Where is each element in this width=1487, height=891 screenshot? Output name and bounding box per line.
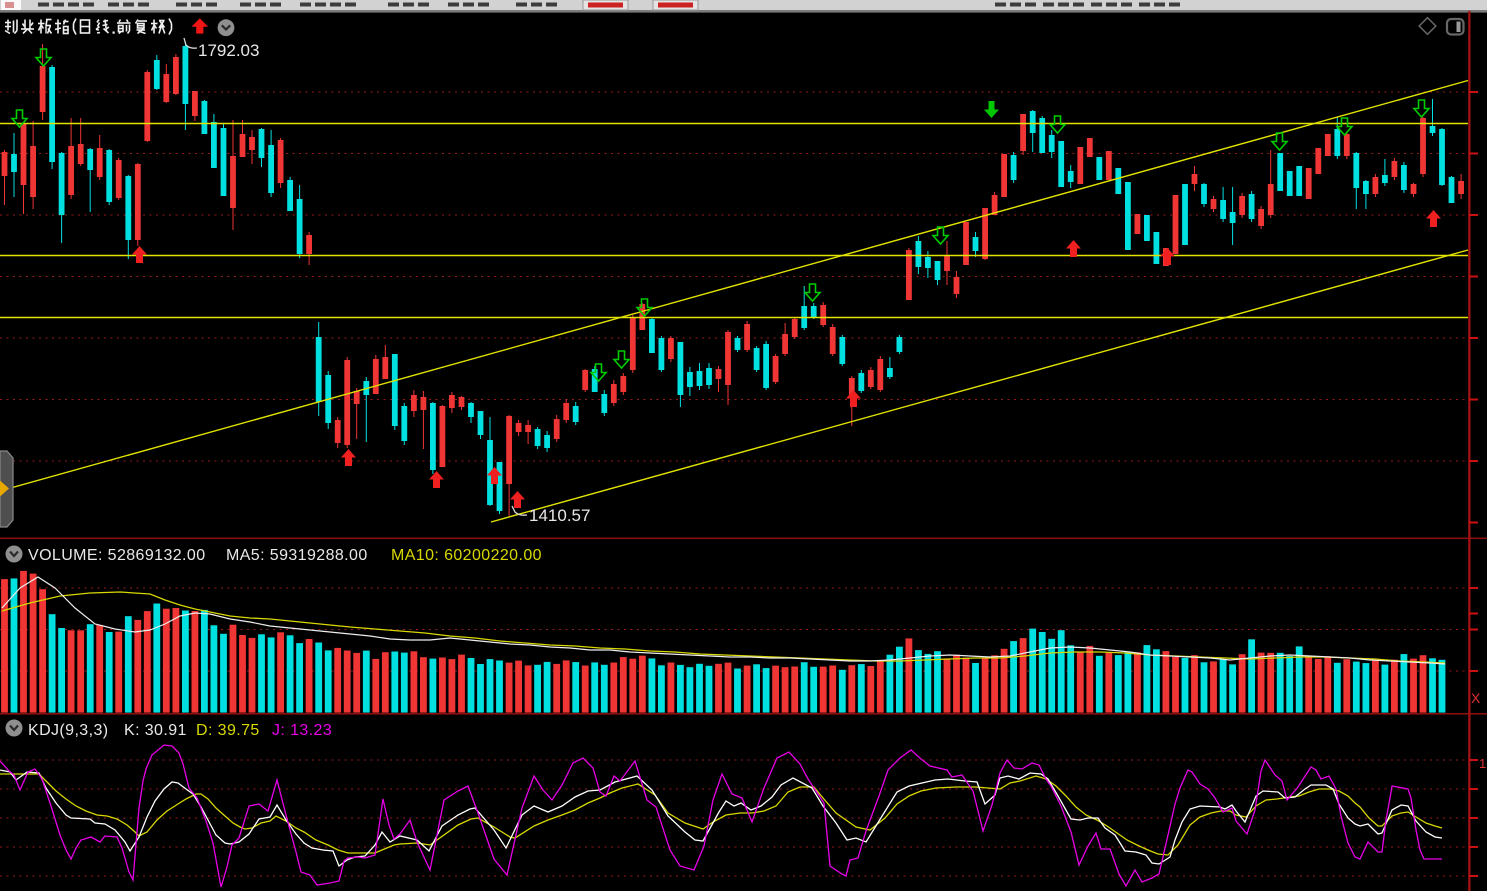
svg-text:VOLUME: 52869132.00: VOLUME: 52869132.00 [28, 547, 206, 564]
svg-text:1410.57: 1410.57 [529, 506, 590, 525]
svg-text:1792.03: 1792.03 [198, 41, 259, 60]
svg-text:X: X [1471, 690, 1481, 706]
svg-text:J: 13.23: J: 13.23 [272, 722, 332, 739]
svg-text:K: 30.91: K: 30.91 [124, 722, 187, 739]
svg-text:1: 1 [1479, 756, 1486, 771]
svg-text:MA5: 59319288.00: MA5: 59319288.00 [226, 547, 368, 564]
svg-text:MA10: 60200220.00: MA10: 60200220.00 [391, 547, 542, 564]
svg-text:KDJ(9,3,3): KDJ(9,3,3) [28, 722, 108, 739]
svg-text:D: 39.75: D: 39.75 [196, 722, 260, 739]
